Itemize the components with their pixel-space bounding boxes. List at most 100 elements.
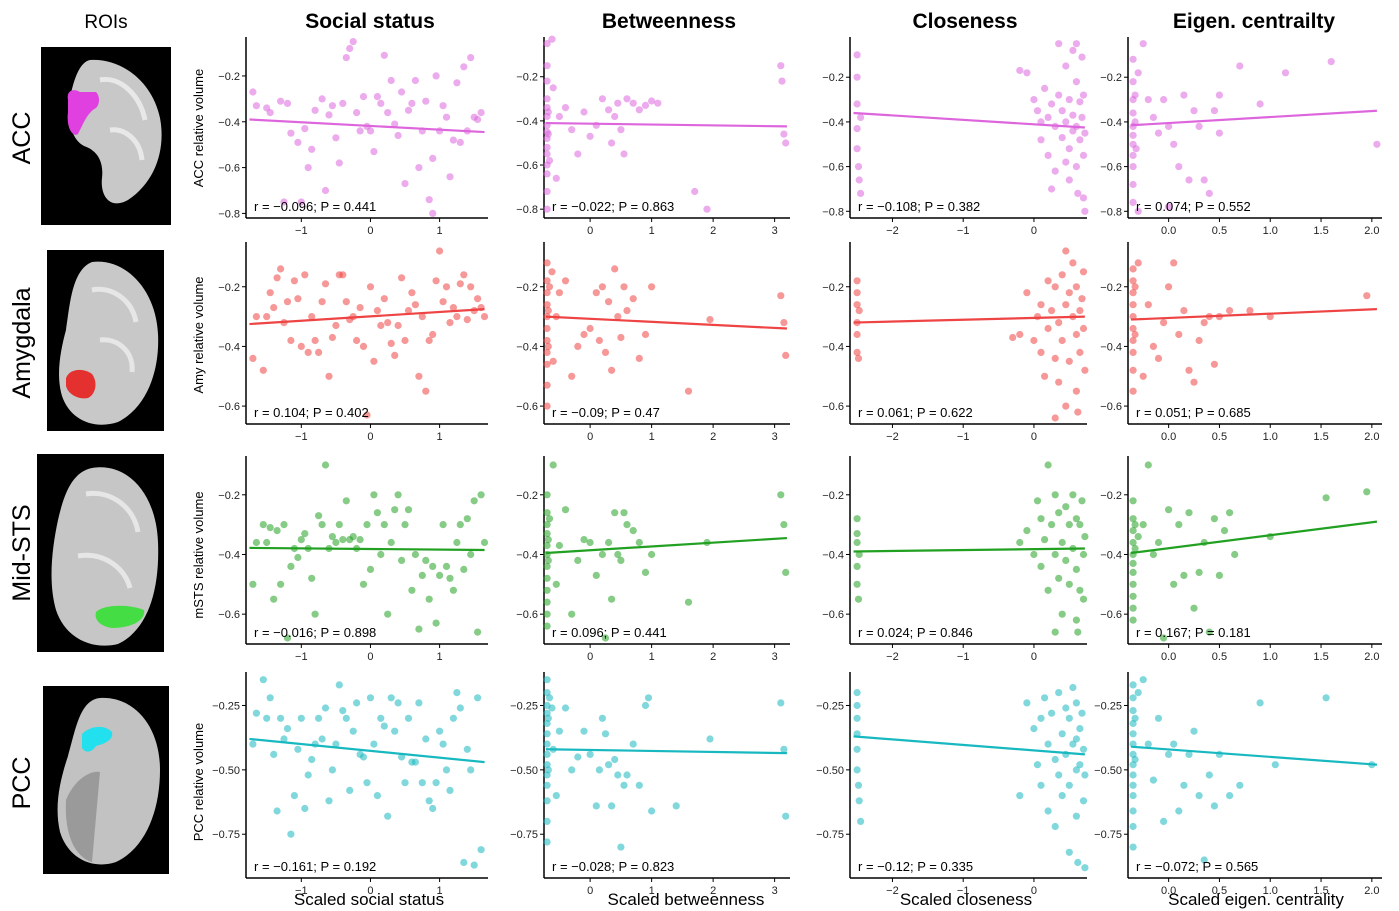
data-point: [543, 838, 551, 846]
data-point: [853, 580, 861, 588]
data-point: [1072, 766, 1080, 774]
data-point: [654, 99, 662, 107]
x-tick-label: 0: [367, 431, 373, 443]
data-point: [549, 84, 557, 92]
data-point: [429, 154, 437, 162]
data-point: [1069, 683, 1077, 692]
data-point: [544, 108, 552, 116]
y-tick-label: −0.2: [516, 72, 538, 84]
data-point: [1079, 194, 1088, 202]
data-point: [304, 348, 312, 356]
data-point: [777, 699, 785, 707]
scatter-panel-r3-c3: −0.25 −0.50 −0.75 0.0 0.5 1.0 1.5 2.0 r = −0.072…: [1094, 672, 1382, 897]
scatter-panel-r2-c2: −0.2 −0.4 −0.6 −2 −1 0 r = 0.024; P = 0.846: [822, 456, 1089, 663]
data-point: [777, 62, 785, 70]
data-point: [592, 802, 600, 810]
data-point: [1149, 113, 1157, 121]
x-tick-label: 0.5: [1212, 225, 1227, 237]
data-point: [366, 283, 375, 291]
data-point: [463, 515, 471, 523]
data-point: [543, 750, 551, 759]
data-point: [380, 295, 388, 303]
data-point: [641, 701, 650, 710]
x-tick-label: 0: [1031, 885, 1037, 897]
data-point: [270, 750, 278, 759]
data-point: [1072, 735, 1080, 743]
data-point: [1055, 689, 1063, 697]
data-point: [1058, 107, 1066, 115]
data-point: [283, 634, 292, 642]
data-point: [1076, 586, 1084, 594]
y-tick-label: −0.75: [510, 829, 538, 841]
data-point: [366, 565, 375, 574]
data-point: [568, 126, 576, 134]
y-tick-label: −0.50: [212, 765, 240, 777]
data-point: [780, 745, 788, 753]
data-point: [648, 550, 656, 559]
data-point: [1129, 163, 1137, 171]
x-tick-label: 0: [587, 651, 593, 663]
y-tick-label: −0.50: [510, 765, 538, 777]
data-point: [853, 538, 861, 547]
data-point: [349, 533, 357, 541]
data-point: [1079, 595, 1088, 603]
data-point: [1081, 207, 1089, 215]
data-point: [363, 521, 371, 529]
data-point: [470, 861, 478, 869]
data-point: [1016, 66, 1024, 75]
data-point: [1200, 319, 1208, 327]
data-point: [1205, 771, 1213, 779]
data-point: [270, 304, 278, 312]
data-point: [1134, 689, 1142, 697]
data-point: [429, 804, 437, 813]
scatter-panels: −0.2 −0.4 −0.6 −0.8 −1 0 1 r = −0.096; P = 0.44…: [212, 35, 1382, 897]
data-point: [1373, 140, 1381, 148]
data-point: [1129, 781, 1137, 789]
data-point: [467, 54, 475, 62]
y-tick-label: −0.4: [1100, 117, 1122, 129]
data-point: [280, 735, 288, 743]
y-tick-label: −0.4: [822, 117, 844, 129]
y-tick-label: −0.4: [822, 341, 844, 353]
data-point: [1322, 694, 1330, 702]
data-point: [1009, 333, 1017, 342]
data-point: [439, 740, 447, 748]
scatter-panel-r3-c0: −0.25 −0.50 −0.75 −1 0 1 r = −0.161; P = 0.192: [212, 672, 488, 897]
data-point: [1175, 163, 1183, 171]
data-point: [1129, 265, 1137, 273]
data-point: [1195, 792, 1203, 800]
data-point: [561, 704, 570, 712]
data-point: [283, 99, 292, 107]
data-point: [543, 277, 551, 285]
data-point: [1129, 527, 1137, 535]
data-point: [543, 491, 551, 499]
data-point: [387, 538, 395, 547]
data-point: [1170, 259, 1178, 267]
data-point: [1030, 550, 1038, 559]
data-point: [1069, 259, 1077, 267]
y-tick-label: −0.2: [516, 282, 538, 294]
data-point: [1051, 755, 1059, 764]
data-point: [703, 205, 711, 213]
data-point: [1363, 488, 1371, 496]
x-tick-label: 2: [710, 651, 716, 663]
data-point: [301, 271, 309, 279]
data-point: [377, 99, 385, 107]
data-point: [449, 136, 457, 144]
stat-label: r = −0.108; P = 0.382: [858, 199, 980, 214]
data-point: [1051, 550, 1059, 559]
data-point: [1079, 324, 1088, 333]
data-point: [1210, 107, 1218, 115]
data-point: [467, 283, 475, 291]
data-point: [339, 536, 347, 544]
data-point: [335, 159, 343, 167]
data-point: [446, 173, 454, 181]
data-point: [1129, 277, 1137, 285]
data-point: [321, 704, 330, 712]
scatter-panel-r0-c3: −0.2 −0.4 −0.6 −0.8 0.0 0.5 1.0 1.5 2.0 r = 0.074…: [1100, 37, 1382, 237]
regression-line: [545, 121, 787, 128]
x-tick-label: 0: [587, 431, 593, 443]
data-point: [1016, 792, 1024, 800]
data-point: [384, 319, 392, 327]
rois-header: ROIs: [84, 12, 127, 33]
